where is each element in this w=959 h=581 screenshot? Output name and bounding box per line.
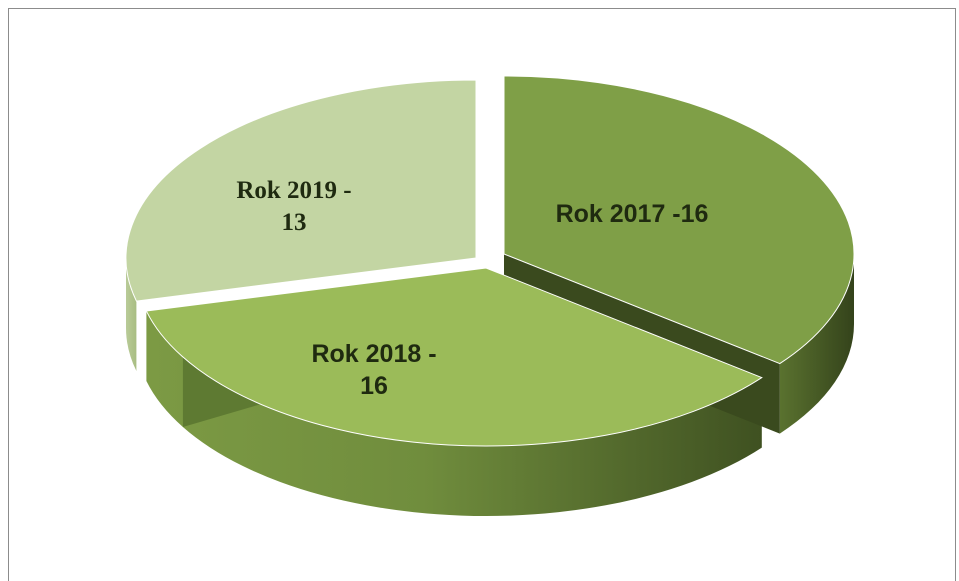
pie-label-1: Rok 2018 -16 [311, 340, 436, 400]
pie-labels: Rok 2017 -16 Rok 2018 -16 Rok 2019 -13 [236, 177, 708, 400]
pie-label-2: Rok 2019 -13 [236, 177, 351, 236]
pie-slice-2 [125, 79, 477, 302]
pie-label-0: Rok 2017 -16 [556, 200, 709, 228]
pie-side-1 [146, 311, 762, 516]
pie-slice-0 [503, 75, 855, 365]
pie-side-0 [779, 254, 854, 434]
pie-slice-tops [125, 75, 855, 447]
pie-slice-1 [145, 267, 763, 447]
pie-side-walls [126, 254, 854, 516]
pie-side-2 [126, 258, 137, 372]
